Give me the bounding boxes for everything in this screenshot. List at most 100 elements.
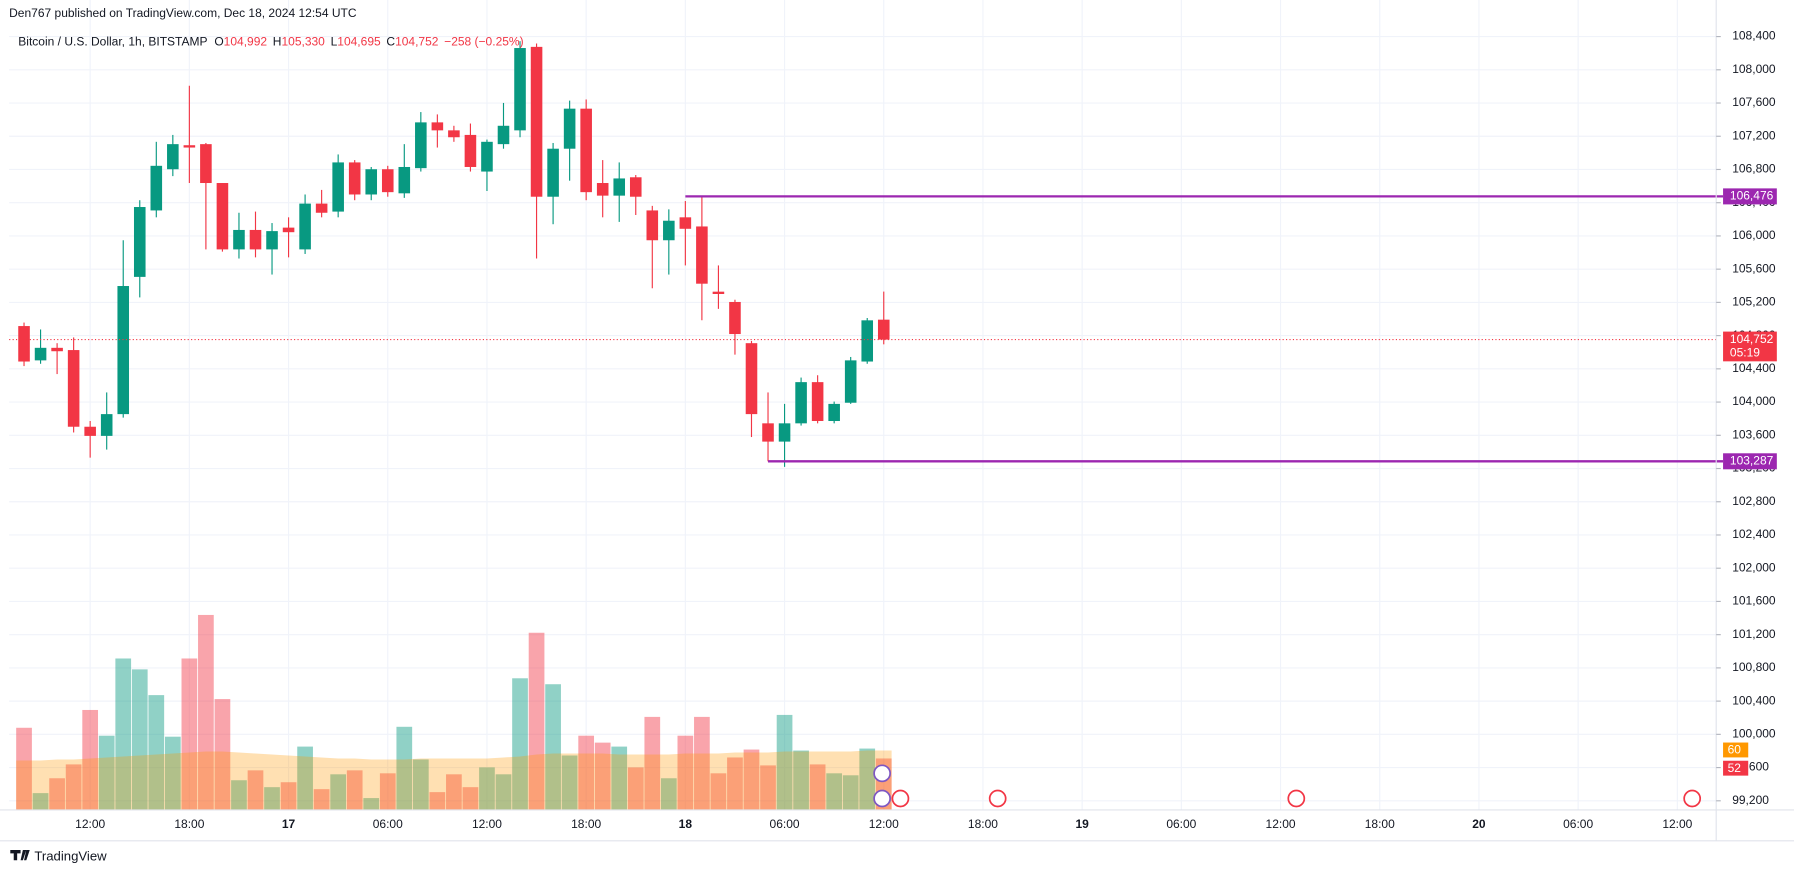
x-tick-label: 12:00 xyxy=(1662,817,1692,831)
event-icon[interactable] xyxy=(873,764,891,783)
candle-body xyxy=(828,403,840,422)
y-tick-label: 102,800 xyxy=(1732,494,1776,508)
volume-bar xyxy=(198,614,214,810)
candle-body xyxy=(679,217,692,229)
volume-bar xyxy=(16,727,32,810)
legend-key: C xyxy=(386,34,395,48)
legend-key: L xyxy=(331,34,338,48)
candle-body xyxy=(629,177,642,197)
volume-bar xyxy=(346,770,363,810)
y-tick-label: 107,600 xyxy=(1732,95,1776,109)
volume-bar xyxy=(727,757,743,810)
candle-body xyxy=(348,162,361,195)
candle-body xyxy=(133,207,146,277)
grid xyxy=(9,0,1717,810)
candle-body xyxy=(398,166,411,194)
legend-key: H xyxy=(273,34,282,48)
published-note: Den767 published on TradingView.com, Dec… xyxy=(9,6,357,20)
y-tick-label: 107,200 xyxy=(1732,128,1776,142)
legend-key: O xyxy=(214,34,223,48)
candle-body xyxy=(100,414,113,436)
candle-body xyxy=(448,130,460,138)
line-badge xyxy=(1723,188,1777,205)
candle-body xyxy=(183,145,196,148)
event-icon[interactable] xyxy=(891,789,910,808)
event-icon[interactable] xyxy=(988,789,1007,808)
volume-bar xyxy=(627,767,644,810)
candle-body xyxy=(729,301,741,335)
legend-value: 104,695 xyxy=(337,34,381,48)
y-tick-label: 102,400 xyxy=(1732,527,1776,541)
volume-bar xyxy=(214,699,231,810)
candle-body xyxy=(712,291,725,294)
x-tick-label: 12:00 xyxy=(472,817,502,831)
volume-badge-label: 52 xyxy=(1728,761,1742,775)
volume-bar xyxy=(264,787,280,810)
x-tick-label: 18:00 xyxy=(968,817,998,831)
candle-body xyxy=(811,382,824,422)
volume-bar xyxy=(379,773,396,810)
event-icon[interactable] xyxy=(1287,789,1306,808)
legend-value: 104,752 xyxy=(395,34,439,48)
candle-body xyxy=(150,165,163,211)
candle-body xyxy=(233,229,245,250)
candle-body xyxy=(877,319,890,340)
candle-body xyxy=(497,125,510,145)
y-tick-label: 100,000 xyxy=(1732,727,1776,741)
line-badge-label: 106,476 xyxy=(1730,189,1774,203)
volume-bar xyxy=(578,735,595,810)
candle-body xyxy=(431,122,444,131)
candle-body xyxy=(464,134,477,167)
candle-body xyxy=(67,350,80,427)
brand-logo xyxy=(10,849,30,861)
x-tick-label: 06:00 xyxy=(770,817,800,831)
symbol-title: Bitcoin / U.S. Dollar, 1h, BITSTAMP xyxy=(18,34,207,48)
x-tick-label: 06:00 xyxy=(1563,817,1593,831)
candle-body xyxy=(381,169,394,193)
volume-ma-badge-label: 60 xyxy=(1728,743,1742,757)
line-badge xyxy=(1723,453,1777,470)
legend-value: 105,330 xyxy=(281,34,325,48)
volume-bar xyxy=(809,764,826,810)
volume-bar xyxy=(842,775,859,810)
candle-body xyxy=(646,210,659,241)
volume-bar xyxy=(280,782,297,810)
price-badge xyxy=(1723,331,1777,362)
event-icon[interactable] xyxy=(1683,789,1702,808)
candle-body xyxy=(563,108,576,149)
volume-bar xyxy=(495,774,512,810)
volume-bar xyxy=(462,787,479,810)
volume-ma-badge xyxy=(1723,742,1749,758)
candle-body xyxy=(34,347,47,361)
y-tick-label: 99,200 xyxy=(1732,793,1769,807)
candle-body xyxy=(613,178,626,196)
y-tick-label: 100,400 xyxy=(1732,693,1776,707)
volume-pane xyxy=(16,614,892,810)
volume-bar xyxy=(611,746,628,810)
volume-bar xyxy=(446,774,462,810)
x-tick-label: 06:00 xyxy=(373,817,403,831)
event-icon[interactable] xyxy=(873,789,891,808)
volume-bar xyxy=(776,714,793,810)
candle-body xyxy=(415,122,427,169)
legend-change: −258 (−0.25%) xyxy=(444,34,523,48)
y-tick-label: 106,000 xyxy=(1732,228,1776,242)
candle-body xyxy=(18,326,30,362)
candle-body xyxy=(762,423,774,442)
candle-body xyxy=(514,48,526,131)
candle-body xyxy=(299,203,311,250)
price-badge-label: 104,752 xyxy=(1730,332,1774,346)
volume-bar xyxy=(181,658,198,810)
volume-bar xyxy=(330,774,347,810)
candle-body xyxy=(778,423,791,442)
event-icons xyxy=(873,764,1702,808)
x-tick-label: 20 xyxy=(1472,817,1486,831)
candle-body xyxy=(696,226,708,284)
candle-body xyxy=(249,229,262,250)
x-tick-label: 18:00 xyxy=(174,817,204,831)
volume-bar xyxy=(660,778,677,810)
volume-bar xyxy=(396,726,413,810)
volume-bar xyxy=(164,736,181,810)
